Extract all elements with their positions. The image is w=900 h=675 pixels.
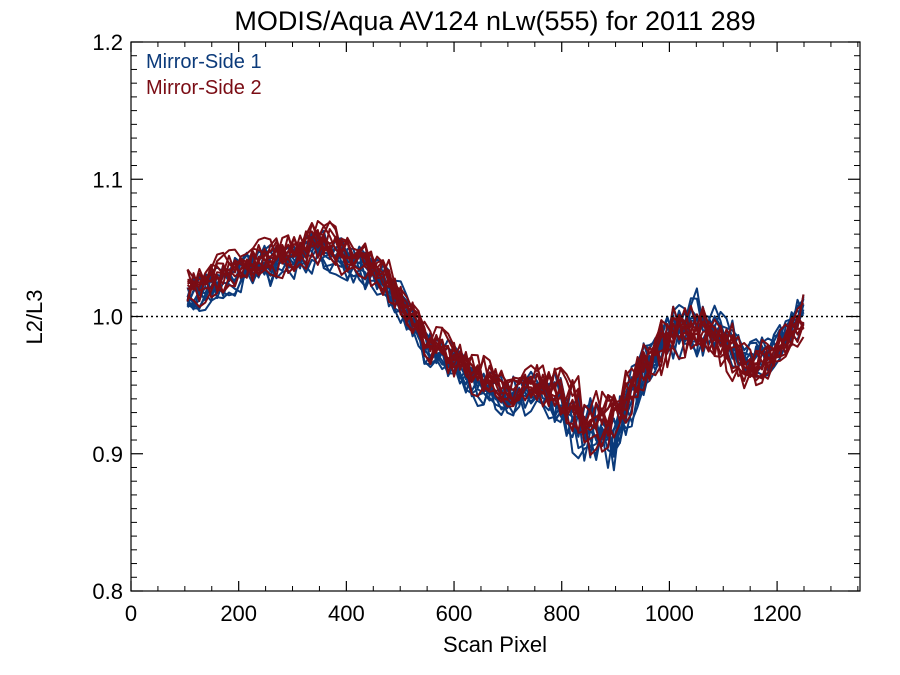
series-trace	[186, 221, 805, 428]
y-tick-label: 0.8	[92, 579, 123, 604]
legend-entry: Mirror-Side 1	[146, 51, 262, 73]
x-tick-label: 400	[328, 601, 365, 626]
y-axis-label: L2/L3	[22, 289, 47, 344]
axis-ticks	[130, 41, 860, 592]
x-tick-label: 800	[543, 601, 580, 626]
x-axis-label: Scan Pixel	[443, 632, 547, 657]
series-trace	[186, 245, 805, 462]
x-tick-label: 200	[220, 601, 257, 626]
x-tick-label: 0	[125, 601, 137, 626]
x-tick-label: 1000	[645, 601, 694, 626]
y-tick-label: 1.0	[92, 305, 123, 330]
series-trace	[186, 251, 805, 461]
series-trace	[186, 246, 805, 472]
series-trace	[186, 230, 805, 433]
legend-entry: Mirror-Side 2	[146, 77, 262, 99]
x-tick-label: 1200	[753, 601, 802, 626]
legend: Mirror-Side 1 Mirror-Side 2	[146, 51, 262, 99]
axis-tick-labels: 0 200 400 600 800 1000 1200 0.8 0.9 1.0 1.1 1.2	[92, 30, 801, 626]
plot-area	[130, 41, 861, 592]
plot-lines	[186, 220, 805, 472]
chart-title: MODIS/Aqua AV124 nLw(555) for 2011 289	[234, 6, 755, 36]
series-trace	[186, 237, 805, 432]
y-tick-label: 0.9	[92, 442, 123, 467]
y-tick-label: 1.2	[92, 30, 123, 55]
x-tick-label: 600	[436, 601, 473, 626]
y-tick-label: 1.1	[92, 167, 123, 192]
